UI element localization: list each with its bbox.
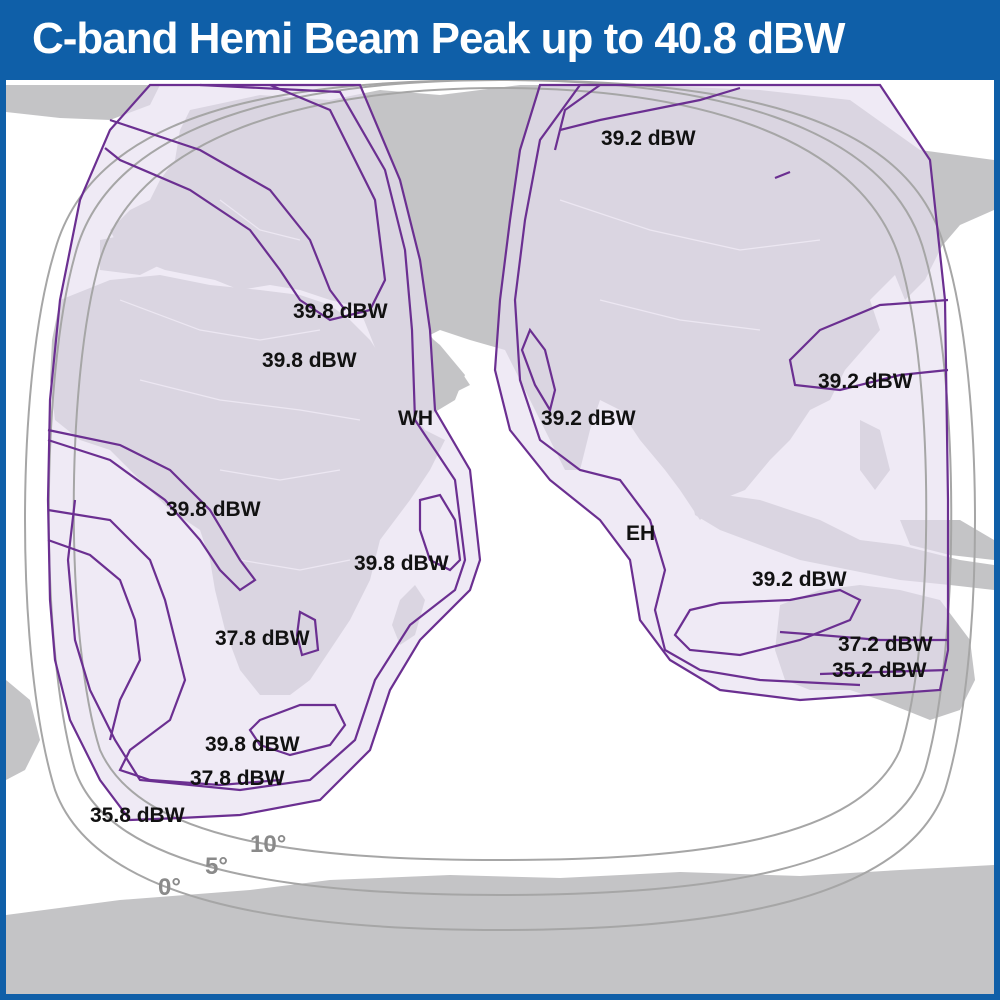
coverage-map: 39.8 dBW 39.8 dBW 39.8 dBW 39.8 dBW 37.8… [6,80,994,994]
coverage-areas [48,85,948,820]
contour-labels: 39.8 dBW 39.8 dBW 39.8 dBW 39.8 dBW 37.8… [90,127,933,827]
east-inner-south-asia [520,327,557,413]
elevation-ring-5 [47,80,953,897]
west-inner-small [295,610,320,657]
contour-label-e2: 39.2 dBW [818,370,913,393]
elevation-label-10: 10° [250,831,286,858]
contour-label-w6: 39.8 dBW [205,733,300,756]
west-hemi-fill [48,85,480,820]
east-inner-east [788,298,949,392]
page-title: C-band Hemi Beam Peak up to 40.8 dBW [32,14,845,63]
east-inner-north [553,84,741,151]
west-contour-south-1 [47,508,281,787]
west-inner-contour-2 [109,118,346,311]
west-outer-contour [46,83,482,822]
south-america-edge [6,680,40,780]
elevation-label-5: 5° [205,853,228,880]
west-inner-contour-north [104,83,387,322]
west-inner-south-africa [248,703,347,757]
beam-labels: WH EH [398,407,655,545]
contour-label-w3: 39.8 dBW [166,498,261,521]
contour-label-w7: 37.8 dBW [190,767,285,790]
beam-label-east: EH [626,522,655,545]
contour-label-e5: 37.2 dBW [838,633,933,656]
east-outer-contour [493,83,950,702]
contour-label-e6: 35.2 dBW [832,659,927,682]
contour-label-e4: 39.2 dBW [752,568,847,591]
elevation-labels: 10° 5° 0° [158,831,286,901]
east-mid-contour [513,84,861,687]
east-contour-372 [779,630,948,642]
elevation-ring-0 [24,80,976,932]
east-hemi-fill [495,85,948,700]
greenland [6,85,160,120]
elevation-label-0: 0° [158,874,181,901]
beam-label-west: WH [398,407,433,430]
west-mid-contour [66,83,467,792]
contour-label-e3: 39.2 dBW [541,407,636,430]
elevation-rings [24,80,976,932]
contour-label-w4: 39.8 dBW [354,552,449,575]
contour-label-w8: 35.8 dBW [90,804,185,827]
title-bar: C-band Hemi Beam Peak up to 40.8 dBW [0,0,1000,80]
west-contour-south-2 [47,538,142,741]
coverage-map-svg: 39.8 dBW 39.8 dBW 39.8 dBW 39.8 dBW 37.8… [6,80,994,994]
elevation-ring-10 [72,86,928,862]
contour-label-w1: 39.8 dBW [293,300,388,323]
east-small-mark [774,170,791,180]
contour-label-e1: 39.2 dBW [601,127,696,150]
east-inner-australia [673,588,862,657]
contour-label-w5: 37.8 dBW [215,627,310,650]
east-contour-352 [819,668,949,676]
west-inner-east [418,493,462,572]
contour-label-w2: 39.8 dBW [262,349,357,372]
contours [46,83,950,822]
west-contour-west [47,428,257,592]
